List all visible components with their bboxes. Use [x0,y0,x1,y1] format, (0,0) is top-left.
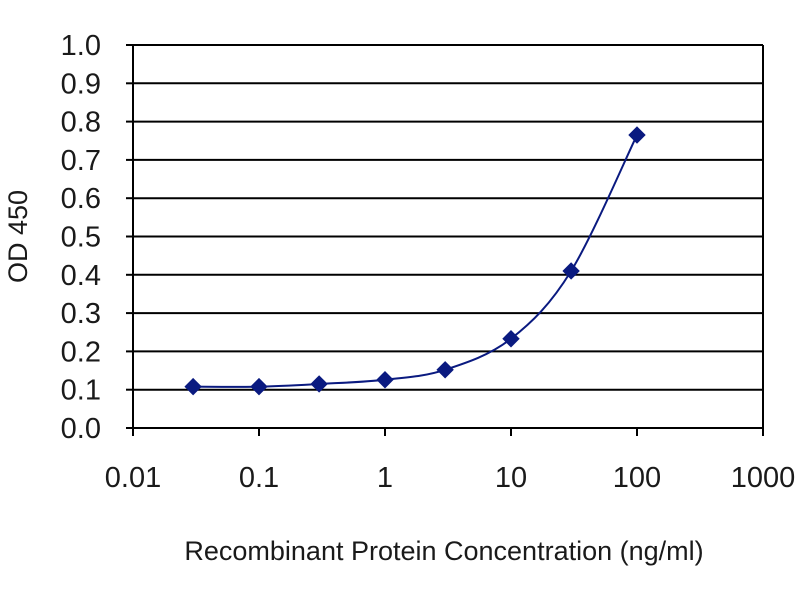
data-point-4 [436,361,454,379]
y-tick-label: 0.1 [61,375,101,407]
y-tick-label: 0.3 [61,298,101,330]
fit-curve [193,134,638,388]
x-tick-labels: 0.01 0.1 1 10 100 1000 [105,462,795,494]
x-tick-label: 1 [377,462,393,494]
y-tick-label: 0.2 [61,336,101,368]
y-tick-label: 0.8 [61,107,101,139]
y-tick-label: 0.7 [61,145,101,177]
y-tick-label: 0.9 [61,68,101,100]
gridlines [133,44,763,391]
x-tick-label: 10 [495,462,527,494]
x-tick-label: 100 [613,462,661,494]
y-tick-label: 0.4 [61,260,101,292]
axes [126,44,764,436]
y-tick-labels: 0.0 0.1 0.2 0.3 0.4 0.5 0.6 0.7 0.8 0.9 1.0 [61,30,101,445]
y-axis-title: OD 450 [3,190,33,283]
x-tick-label: 0.1 [239,462,279,494]
y-tick-label: 0.5 [61,222,101,254]
x-axis-title: Recombinant Protein Concentration (ng/ml… [184,536,703,566]
data-point-3 [376,371,394,389]
y-tick-label: 0.0 [61,413,101,445]
y-tick-label: 1.0 [61,30,101,62]
data-point-5 [502,330,520,348]
data-point-2 [310,375,328,393]
y-tick-label: 0.6 [61,183,101,215]
data-point-7 [628,126,646,144]
data-point-6 [562,262,580,280]
data-markers [184,126,646,396]
x-tick-label: 1000 [731,462,796,494]
x-tick-label: 0.01 [105,462,161,494]
data-point-0 [184,377,202,396]
data-point-1 [250,377,268,396]
